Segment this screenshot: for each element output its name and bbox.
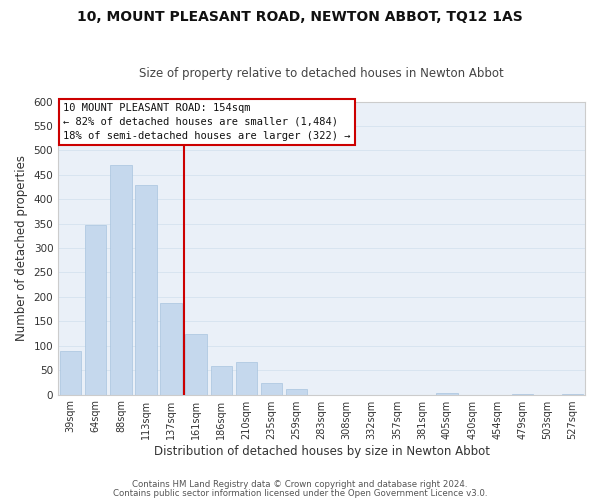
Bar: [60, 350, 82, 395]
Text: 10 MOUNT PLEASANT ROAD: 154sqm
← 82% of detached houses are smaller (1,484)
18% : 10 MOUNT PLEASANT ROAD: 154sqm ← 82% of …: [64, 103, 351, 141]
Bar: [286, 388, 307, 394]
Text: Contains public sector information licensed under the Open Government Licence v3: Contains public sector information licen…: [113, 489, 487, 498]
Bar: [236, 362, 257, 394]
Bar: [211, 366, 232, 394]
Y-axis label: Number of detached properties: Number of detached properties: [15, 155, 28, 341]
Bar: [110, 164, 131, 394]
Bar: [261, 383, 282, 394]
Bar: [185, 334, 207, 394]
Bar: [85, 224, 106, 394]
Text: 10, MOUNT PLEASANT ROAD, NEWTON ABBOT, TQ12 1AS: 10, MOUNT PLEASANT ROAD, NEWTON ABBOT, T…: [77, 10, 523, 24]
Text: Contains HM Land Registry data © Crown copyright and database right 2024.: Contains HM Land Registry data © Crown c…: [132, 480, 468, 489]
X-axis label: Distribution of detached houses by size in Newton Abbot: Distribution of detached houses by size …: [154, 444, 490, 458]
Bar: [136, 184, 157, 394]
Title: Size of property relative to detached houses in Newton Abbot: Size of property relative to detached ho…: [139, 66, 504, 80]
Bar: [160, 303, 182, 394]
Bar: [436, 393, 458, 394]
